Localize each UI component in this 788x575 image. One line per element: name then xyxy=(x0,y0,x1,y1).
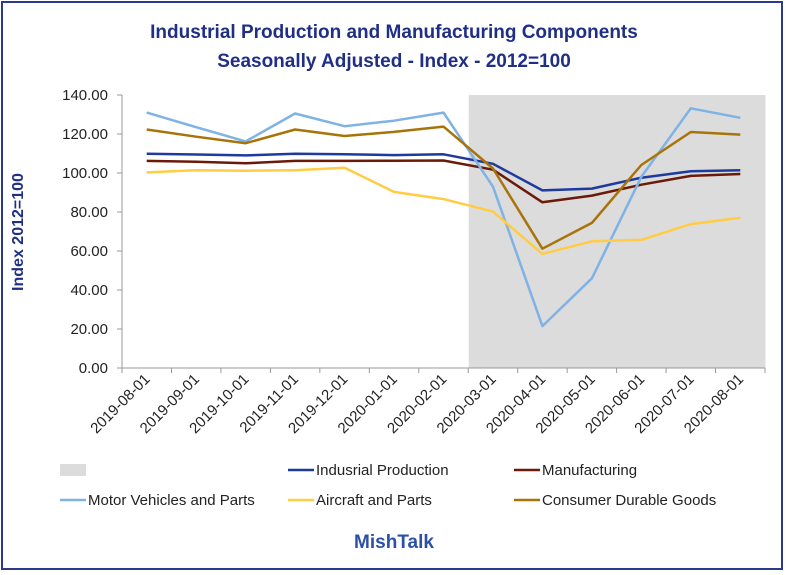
legend-label: Manufacturing xyxy=(542,462,637,479)
y-tick-label: 120.00 xyxy=(62,126,108,143)
legend-label: Consumer Durable Goods xyxy=(542,492,716,509)
y-tick-label: 40.00 xyxy=(70,282,108,299)
legend-shading-swatch xyxy=(60,464,86,476)
y-tick-label: 140.00 xyxy=(62,87,108,104)
chart-title: Industrial Production and Manufacturing … xyxy=(150,22,638,43)
series-line-manufacturing xyxy=(146,159,741,204)
y-tick-label: 60.00 xyxy=(70,243,108,260)
y-tick-label: 80.00 xyxy=(70,204,108,221)
chart-subtitle: Seasonally Adjusted - Index - 2012=100 xyxy=(217,51,571,72)
series-line-aircraft-and-parts xyxy=(146,166,741,256)
recession-shading xyxy=(468,95,766,368)
footer-brand: MishTalk xyxy=(354,532,434,553)
series-line-motor-vehicles-and-parts xyxy=(146,107,741,328)
y-tick-label: 0.00 xyxy=(79,360,108,377)
legend-label: Aircraft and Parts xyxy=(316,492,432,509)
legend-label: Indusrial Production xyxy=(316,462,449,479)
series-line-consumer-durable-goods xyxy=(146,125,741,250)
y-tick-label: 100.00 xyxy=(62,165,108,182)
y-tick-label: 20.00 xyxy=(70,321,108,338)
legend-label: Motor Vehicles and Parts xyxy=(88,492,255,509)
